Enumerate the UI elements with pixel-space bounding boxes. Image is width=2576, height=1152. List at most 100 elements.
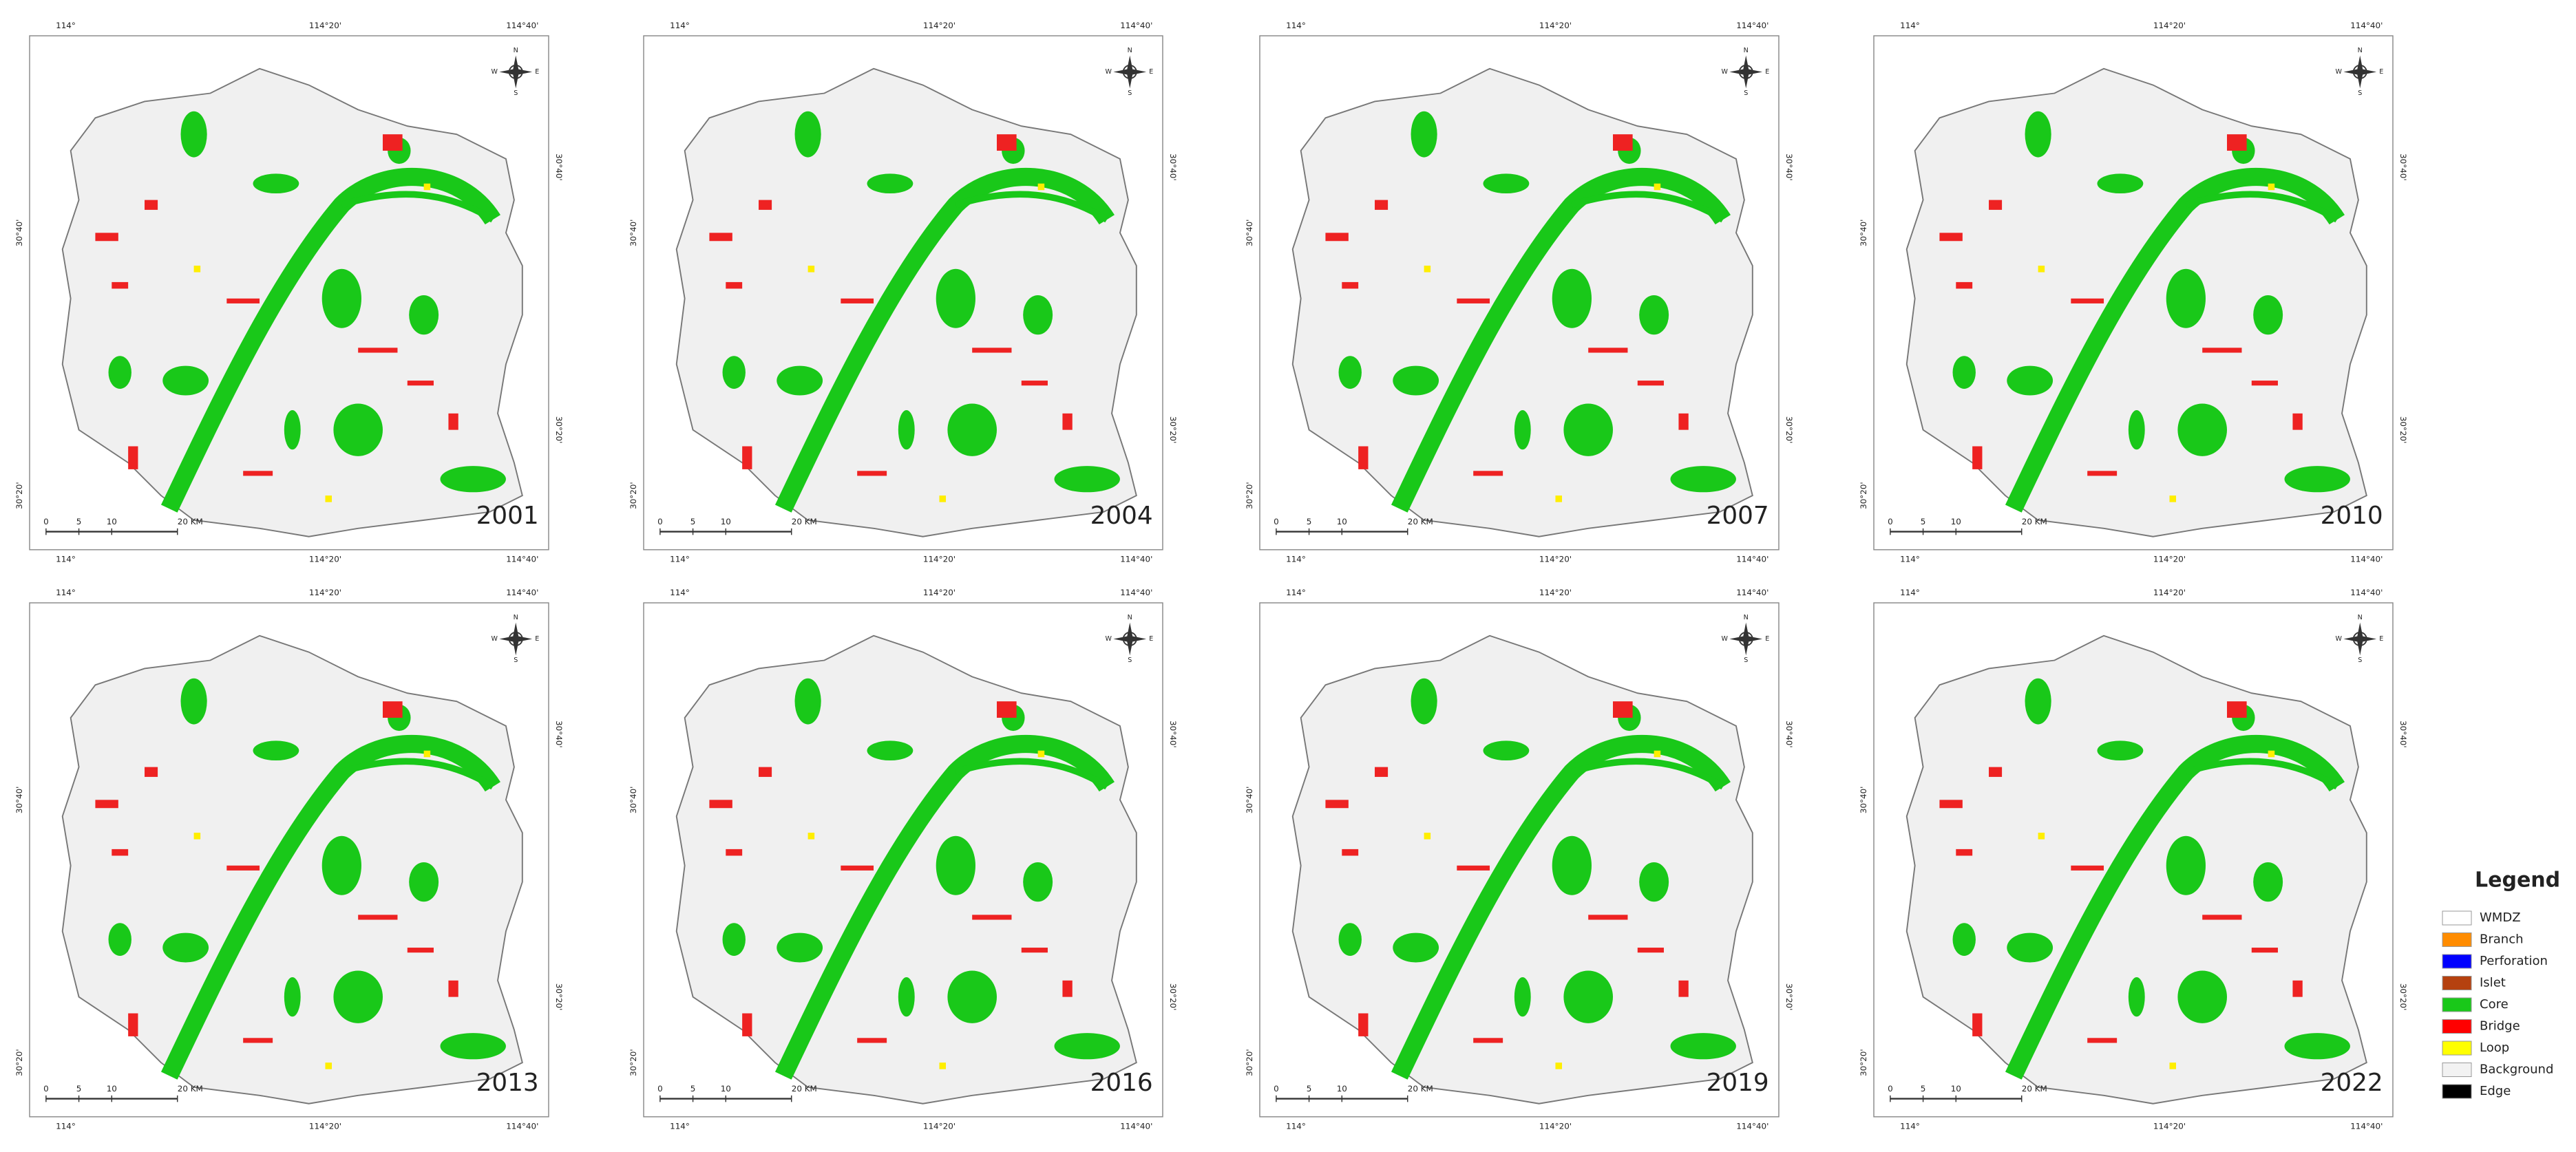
compass-letter: N (514, 614, 518, 621)
longitude-label: 114°20' (309, 588, 341, 597)
legend-label: Edge (2480, 1084, 2511, 1098)
compass-letter: N (514, 47, 518, 54)
panel-year: 2013 (476, 1069, 539, 1097)
longitude-label: 114°40' (1120, 555, 1152, 564)
legend-label: Bridge (2480, 1019, 2520, 1034)
map-panel: 2007 114° 114° 114°20' 114°20' 114°40' 114°40'… (1245, 21, 1794, 564)
scale-label: 5 (76, 517, 82, 526)
compass-letter: W (1106, 68, 1112, 76)
latitude-label: 30°40' (1245, 787, 1254, 814)
panel-year: 2022 (2321, 1069, 2383, 1097)
scale-label: 0 (657, 517, 663, 526)
latitude-label: 30°20' (1859, 1049, 1868, 1076)
latitude-label: 30°20' (2398, 983, 2408, 1011)
map-layer (1293, 69, 1753, 537)
scale-label: 5 (690, 1084, 696, 1094)
compass-letter: W (492, 635, 498, 643)
scale-label: 5 (1307, 1084, 1312, 1094)
longitude-label: 114°40' (1120, 1122, 1152, 1131)
compass-arrow (1729, 622, 1763, 656)
scale-label: 10 (1951, 1084, 1961, 1094)
legend-label: Loop (2480, 1041, 2509, 1055)
compass-letter: N (1744, 614, 1749, 621)
latitude-label: 30°40' (2398, 721, 2408, 748)
legend-label: WMDZ (2480, 910, 2521, 925)
legend-title: Legend (2475, 868, 2560, 893)
map-layer (1907, 636, 2367, 1104)
compass-letter: W (492, 68, 498, 76)
compass-letter: N (1744, 47, 1749, 54)
longitude-label: 114°40' (1736, 1122, 1769, 1131)
legend-swatch (2442, 1019, 2472, 1034)
latitude-label: 30°20' (1245, 1049, 1254, 1076)
scale-label: 0 (43, 517, 49, 526)
latitude-label: 30°40' (1245, 220, 1254, 247)
latitude-label: 30°40' (1859, 220, 1868, 247)
compass-arrow (499, 622, 533, 656)
map-layer (1293, 636, 1753, 1104)
panel-year: 2001 (476, 502, 539, 530)
scale-label: 0 (1274, 517, 1279, 526)
latitude-label: 30°40' (1784, 153, 1794, 181)
compass-letter: N (2358, 47, 2363, 54)
scale-label: 10 (107, 1084, 117, 1094)
longitude-label: 114°40' (1120, 21, 1152, 30)
latitude-label: 30°20' (1784, 983, 1794, 1011)
compass-letter: E (1765, 635, 1769, 643)
legend-swatch (2442, 1063, 2472, 1077)
map-panel: 2004 114° 114° 114°20' 114°20' 114°40' 114°40'… (629, 21, 1178, 564)
compass-letter: S (1744, 657, 1748, 664)
longitude-label: 114° (1286, 555, 1306, 564)
latitude-label: 30°20' (1245, 482, 1254, 509)
longitude-label: 114°40' (2350, 555, 2383, 564)
scale-label: 10 (721, 1084, 731, 1094)
legend-swatch (2442, 932, 2472, 947)
compass-arrow (1113, 622, 1147, 656)
longitude-label: 114°20' (2153, 1122, 2186, 1131)
latitude-label: 30°20' (554, 416, 564, 444)
compass-letter: E (535, 68, 539, 76)
longitude-label: 114°20' (1539, 21, 1572, 30)
longitude-label: 114° (1286, 588, 1306, 597)
compass-letter: S (1128, 657, 1132, 664)
longitude-label: 114° (56, 555, 76, 564)
compass-arrow (1729, 55, 1763, 89)
longitude-label: 114° (1900, 555, 1920, 564)
scale-label: 20 KM (1408, 517, 1433, 526)
latitude-label: 30°20' (2398, 416, 2408, 444)
latitude-label: 30°40' (1784, 721, 1794, 748)
latitude-label: 30°20' (629, 1049, 638, 1076)
longitude-label: 114° (56, 588, 76, 597)
latitude-label: 30°20' (1168, 983, 1178, 1011)
legend-label: Core (2480, 997, 2509, 1012)
map-panel: 2019 114° 114° 114°20' 114°20' 114°40' 114°40'… (1245, 588, 1794, 1131)
panel-year: 2010 (2321, 502, 2383, 530)
longitude-label: 114°40' (506, 555, 538, 564)
scale-label: 5 (76, 1084, 82, 1094)
longitude-label: 114°20' (923, 21, 956, 30)
panel-year: 2019 (1707, 1069, 1769, 1097)
panel-year: 2016 (1090, 1069, 1153, 1097)
longitude-label: 114° (1900, 588, 1920, 597)
longitude-label: 114°20' (309, 1122, 341, 1131)
map-panel: 2010 114° 114° 114°20' 114°20' 114°40' 114°40'… (1859, 21, 2408, 564)
compass-letter: E (535, 635, 539, 643)
compass-letter: W (1722, 635, 1729, 643)
map-panel: 2001 114° 114° 114°20' 114°20' 114°40' 114°40'… (14, 21, 564, 564)
latitude-label: 30°20' (1168, 416, 1178, 444)
compass-letter: S (514, 89, 518, 97)
longitude-label: 114°20' (923, 1122, 956, 1131)
latitude-label: 30°40' (14, 787, 24, 814)
longitude-label: 114° (670, 1122, 690, 1131)
latitude-label: 30°40' (629, 220, 638, 247)
longitude-label: 114°20' (923, 588, 956, 597)
compass-letter: E (2379, 68, 2383, 76)
latitude-label: 30°20' (629, 482, 638, 509)
scale-label: 20 KM (792, 1084, 817, 1094)
scale-label: 10 (1951, 517, 1961, 526)
compass-letter: W (2336, 68, 2343, 76)
longitude-label: 114° (1286, 1122, 1306, 1131)
latitude-label: 30°20' (1859, 482, 1868, 509)
scale-label: 0 (1888, 1084, 1893, 1094)
latitude-label: 30°20' (14, 1049, 24, 1076)
